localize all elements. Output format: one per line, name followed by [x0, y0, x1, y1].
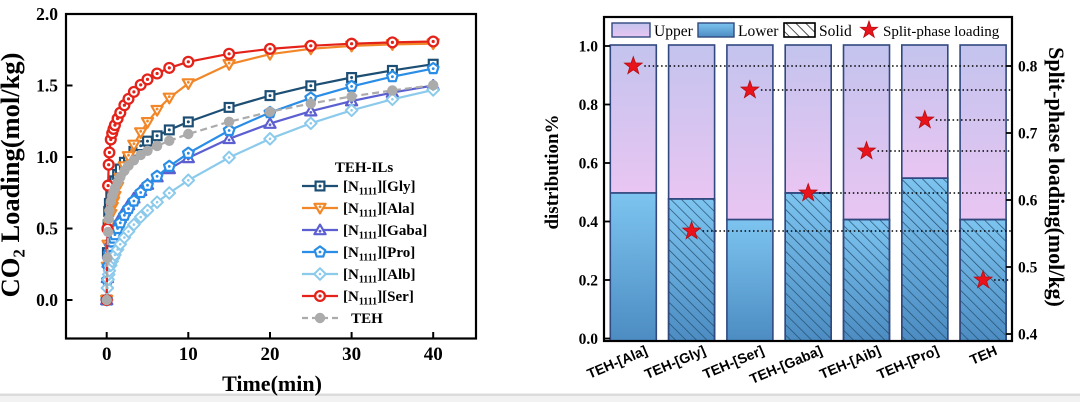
svg-text:0.6: 0.6 [579, 156, 599, 173]
svg-text:[N1111][Alb]: [N1111][Alb] [343, 267, 416, 286]
svg-text:[N1111][Ala]: [N1111][Ala] [343, 201, 415, 220]
svg-text:10: 10 [179, 344, 198, 365]
svg-text:Split-phase loading(mol/kg): Split-phase loading(mol/kg) [1044, 47, 1069, 307]
svg-text:0.8: 0.8 [579, 97, 599, 114]
svg-text:[N1111][Ser]: [N1111][Ser] [343, 289, 414, 308]
svg-text:0.5: 0.5 [36, 219, 58, 239]
svg-text:1.0: 1.0 [579, 39, 599, 56]
svg-text:2.0: 2.0 [36, 4, 58, 24]
svg-text:Solid: Solid [819, 23, 852, 40]
svg-text:[N1111][Gaba]: [N1111][Gaba] [343, 223, 427, 242]
svg-text:0.0: 0.0 [579, 331, 599, 348]
svg-text:0.6: 0.6 [1018, 193, 1038, 210]
svg-text:[N1111][Pro]: [N1111][Pro] [343, 245, 415, 264]
svg-text:0: 0 [102, 344, 112, 365]
svg-text:0.8: 0.8 [1018, 59, 1038, 76]
svg-text:1.5: 1.5 [36, 76, 58, 96]
svg-text:TEH: TEH [351, 311, 383, 327]
svg-text:40: 40 [424, 344, 443, 365]
svg-text:0.7: 0.7 [1018, 126, 1038, 143]
svg-text:1.0: 1.0 [36, 147, 58, 167]
svg-text:0.4: 0.4 [579, 214, 599, 231]
svg-text:0.0: 0.0 [36, 290, 58, 310]
svg-text:30: 30 [342, 344, 361, 365]
svg-text:0.2: 0.2 [579, 273, 599, 290]
svg-text:Split-phase loading: Split-phase loading [883, 24, 1000, 40]
svg-text:0.5: 0.5 [1018, 260, 1038, 277]
svg-text:distribution%: distribution% [542, 114, 563, 229]
svg-text:20: 20 [261, 344, 280, 365]
svg-text:Time(min): Time(min) [222, 371, 322, 396]
svg-text:TEH-ILs: TEH-ILs [335, 160, 394, 176]
svg-text:Upper: Upper [654, 23, 694, 40]
svg-text:Lower: Lower [738, 23, 779, 40]
svg-text:0.4: 0.4 [1018, 327, 1038, 344]
svg-text:[N1111][Gly]: [N1111][Gly] [343, 179, 416, 198]
svg-text:CO2 Loading(mol/kg): CO2 Loading(mol/kg) [0, 53, 29, 298]
